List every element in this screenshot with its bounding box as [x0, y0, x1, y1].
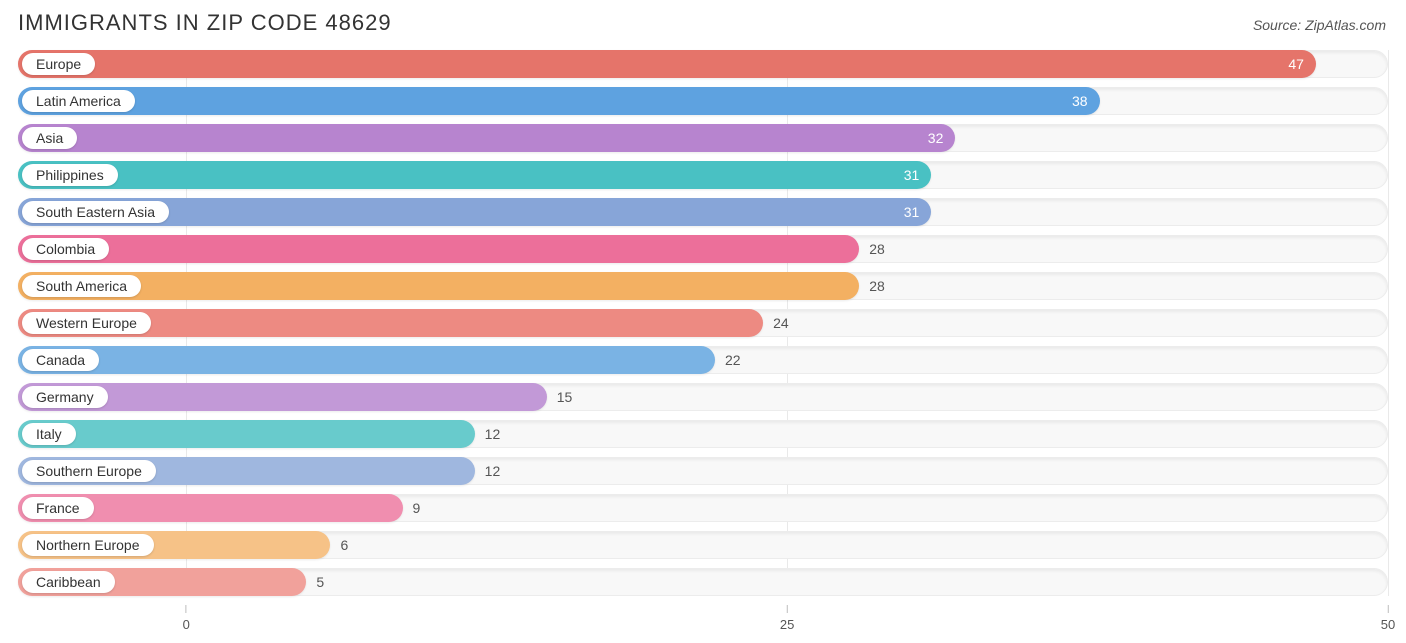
bar-category-pill: Europe: [22, 53, 95, 75]
bar-fill: 47: [18, 50, 1316, 78]
axis-tick: 50: [1381, 605, 1395, 632]
axis-tick: 0: [183, 605, 190, 632]
bar-fill: [18, 346, 715, 374]
page-title: IMMIGRANTS IN ZIP CODE 48629: [18, 10, 392, 36]
bar-fill: 31: [18, 161, 931, 189]
bar-row: South America 28: [18, 272, 1388, 300]
axis-tick: 25: [780, 605, 794, 632]
bar-fill: 32: [18, 124, 955, 152]
bar-category-pill: South Eastern Asia: [22, 201, 169, 223]
bar-category-pill: Asia: [22, 127, 77, 149]
bar-category-pill: Western Europe: [22, 312, 151, 334]
bar-row: Canada 22: [18, 346, 1388, 374]
bar-category-pill: France: [22, 497, 94, 519]
bar-value: 9: [403, 494, 421, 522]
bar-category-pill: Canada: [22, 349, 99, 371]
bar-category-pill: Latin America: [22, 90, 135, 112]
source-attribution: Source: ZipAtlas.com: [1253, 17, 1386, 33]
bar-fill: [18, 420, 475, 448]
bar-category-pill: Northern Europe: [22, 534, 154, 556]
bar-row: Northern Europe 6: [18, 531, 1388, 559]
bar-chart: 47 Europe 38 Latin America 32 Asia 31 Philippin…: [18, 50, 1388, 596]
bar-row: Germany 15: [18, 383, 1388, 411]
bar-row: Caribbean 5: [18, 568, 1388, 596]
bar-row: 31 Philippines: [18, 161, 1388, 189]
bar-category-pill: Colombia: [22, 238, 109, 260]
bar-value: 12: [475, 457, 501, 485]
bar-value: 5: [306, 568, 324, 596]
bar-category-pill: Philippines: [22, 164, 118, 186]
bar-value: 28: [859, 235, 885, 263]
bar-category-pill: Caribbean: [22, 571, 115, 593]
bar-value: 22: [715, 346, 741, 374]
bar-fill: [18, 235, 859, 263]
bar-row: 47 Europe: [18, 50, 1388, 78]
bar-value: 38: [1072, 93, 1088, 109]
bar-value: 28: [859, 272, 885, 300]
bar-row: France 9: [18, 494, 1388, 522]
axis-tick-label: 25: [780, 617, 794, 632]
bar-value: 31: [904, 167, 920, 183]
bar-fill: 38: [18, 87, 1100, 115]
bar-category-pill: Germany: [22, 386, 108, 408]
bar-row: Italy 12: [18, 420, 1388, 448]
bar-fill: [18, 272, 859, 300]
bar-value: 24: [763, 309, 789, 337]
bar-category-pill: Southern Europe: [22, 460, 156, 482]
bar-value: 15: [547, 383, 573, 411]
bar-value: 47: [1288, 56, 1304, 72]
bar-row: 31 South Eastern Asia: [18, 198, 1388, 226]
bar-row: 32 Asia: [18, 124, 1388, 152]
bar-value: 12: [475, 420, 501, 448]
bar-row: Western Europe 24: [18, 309, 1388, 337]
bar-value: 31: [904, 204, 920, 220]
bar-row: 38 Latin America: [18, 87, 1388, 115]
bar-category-pill: Italy: [22, 423, 76, 445]
bar-row: Colombia 28: [18, 235, 1388, 263]
bar-value: 6: [330, 531, 348, 559]
x-axis: 02550: [18, 605, 1388, 633]
axis-tick-label: 0: [183, 617, 190, 632]
bar-category-pill: South America: [22, 275, 141, 297]
bar-value: 32: [928, 130, 944, 146]
axis-tick-label: 50: [1381, 617, 1395, 632]
bar-row: Southern Europe 12: [18, 457, 1388, 485]
